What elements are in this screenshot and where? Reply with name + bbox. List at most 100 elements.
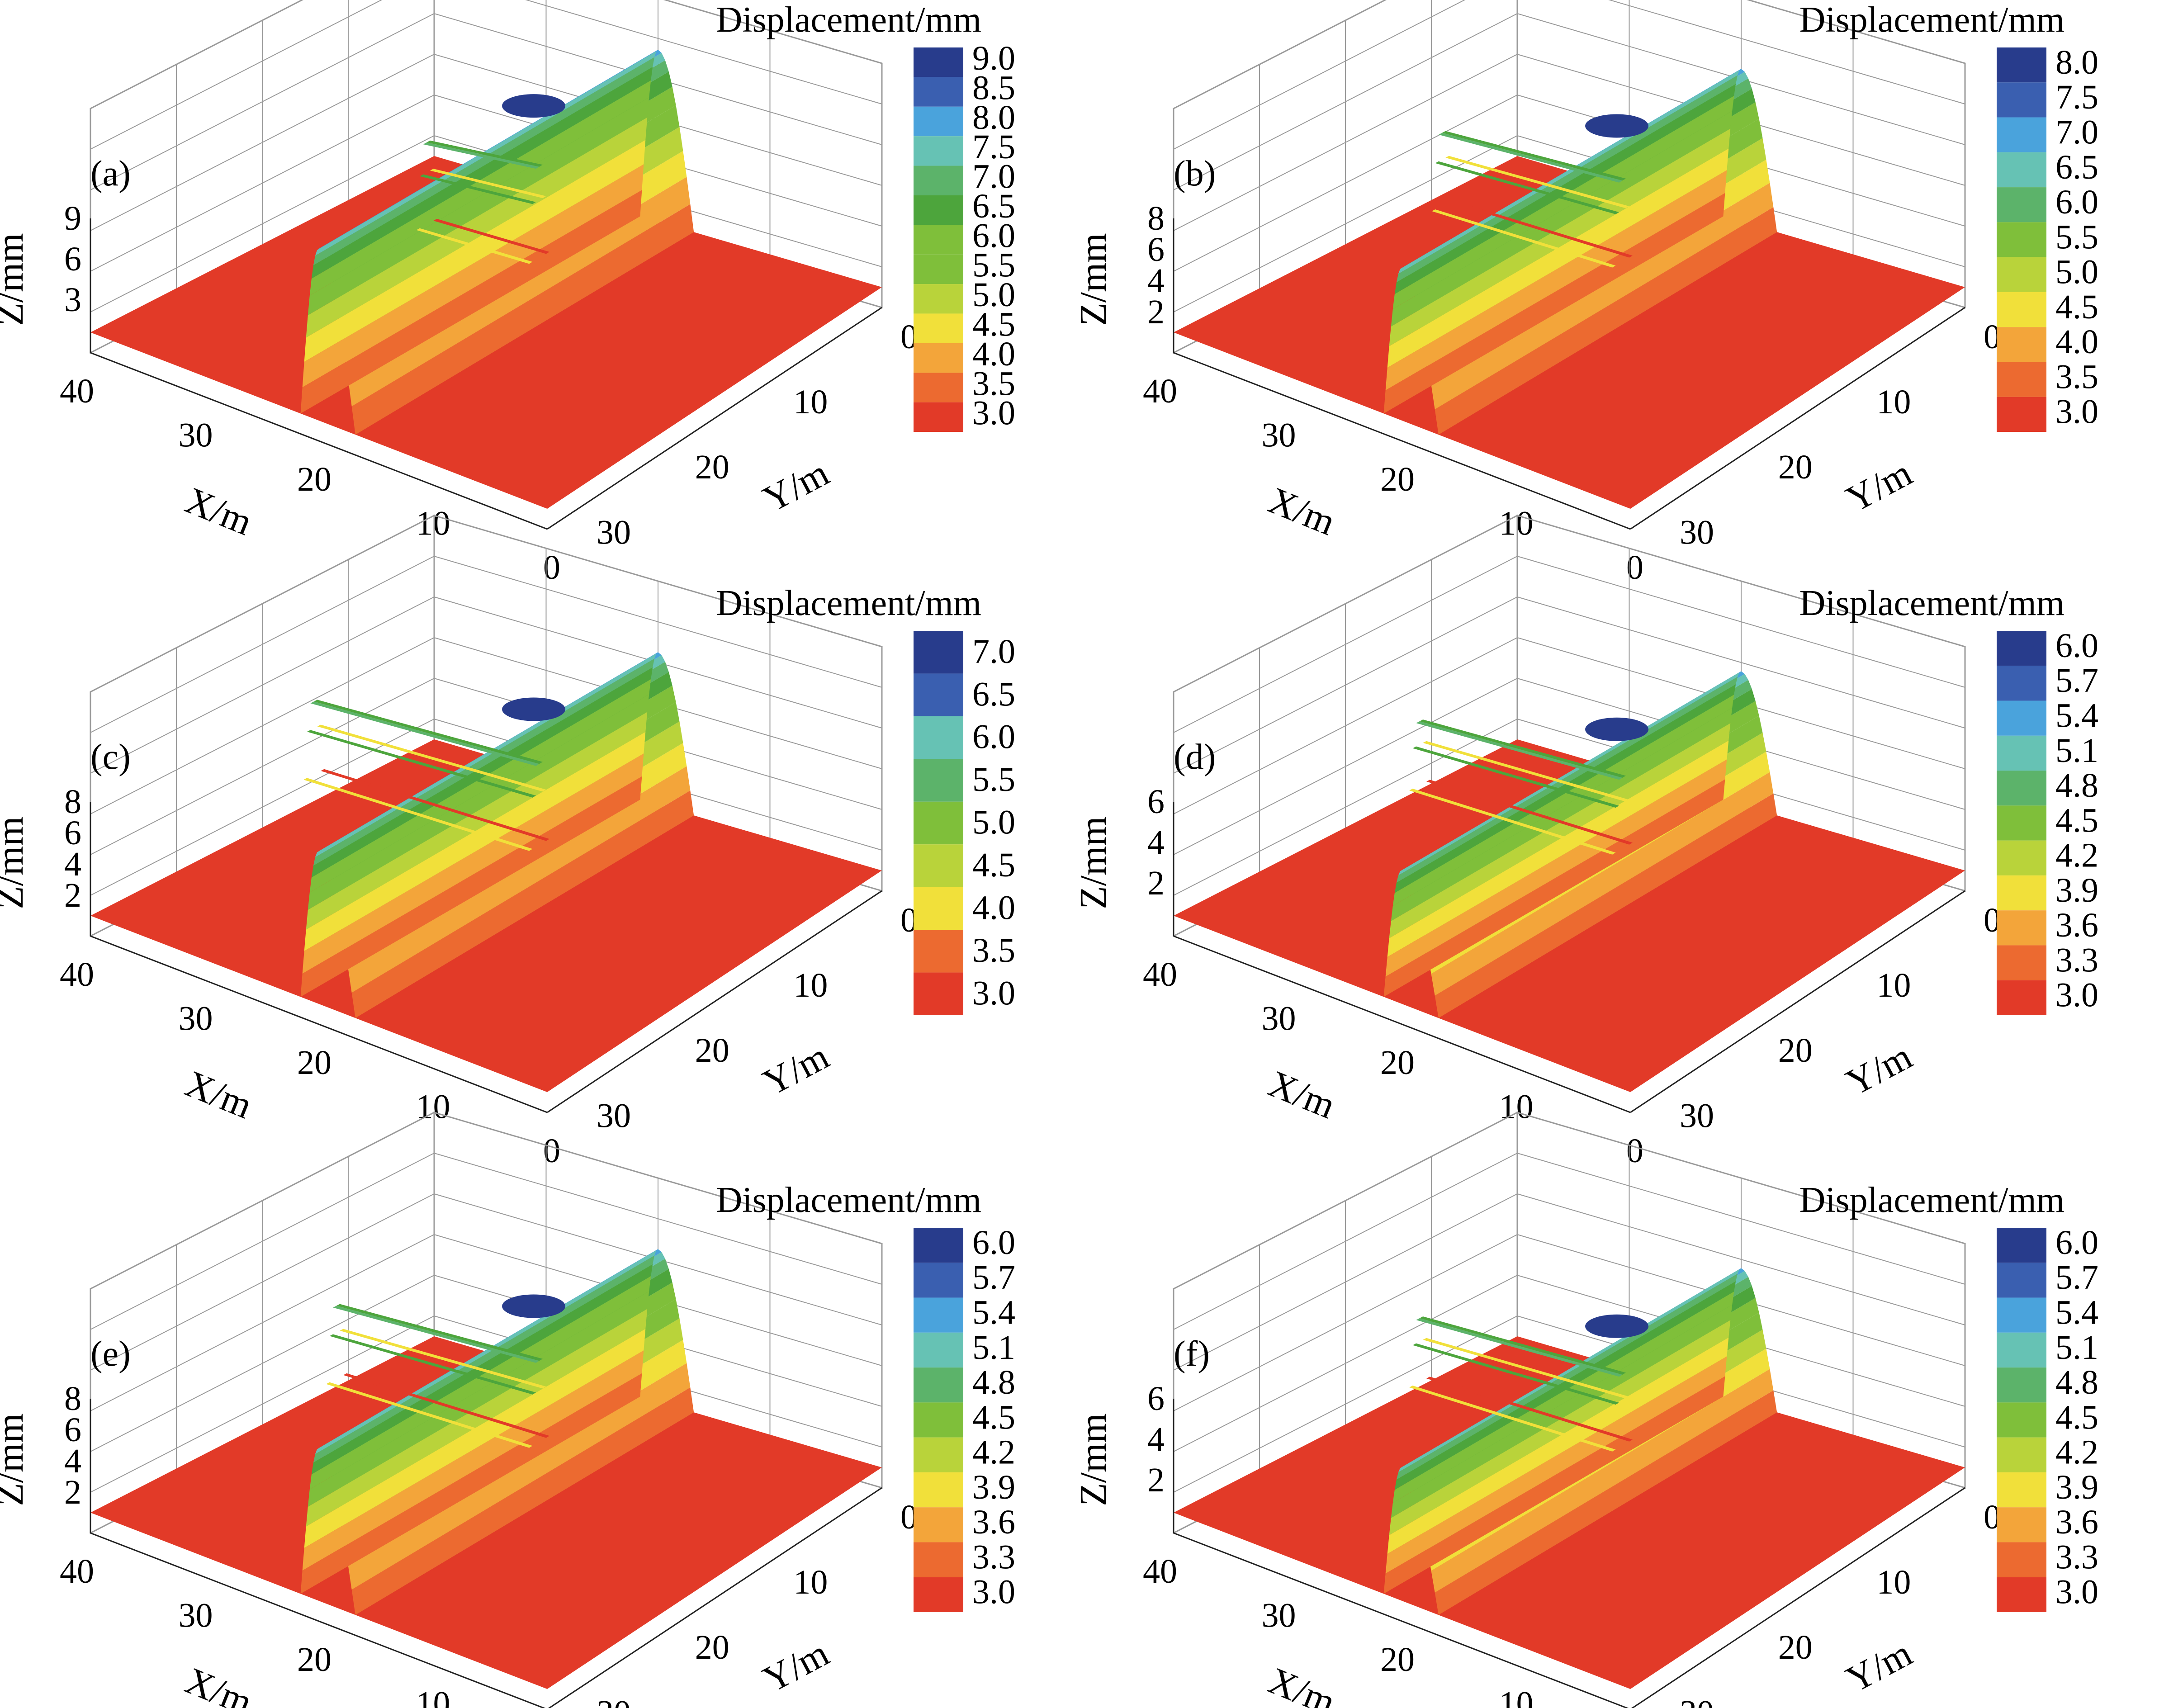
panel-label: (f)	[1174, 1334, 1210, 1374]
colorbar-label: 5.1	[972, 1329, 1015, 1367]
colorbar-swatch	[914, 1367, 963, 1403]
z-tick-label: 4	[1147, 823, 1165, 861]
colorbar: Displacement/mm8.07.57.06.56.05.55.04.54…	[1799, 0, 2098, 432]
colorbar-label: 8.0	[2055, 43, 2098, 81]
colorbar-swatch	[1997, 980, 2046, 1015]
ridge-band	[1398, 672, 1739, 875]
ridge-band	[302, 753, 644, 974]
colorbar-title: Displacement/mm	[716, 0, 981, 40]
y-tick-label: 20	[695, 1628, 729, 1666]
z-axis-title: Z/mm	[1072, 1413, 1114, 1506]
ridge-band	[1391, 111, 1733, 327]
colorbar-title: Displacement/mm	[716, 583, 981, 623]
x-tick-label: 30	[179, 1000, 213, 1038]
colorbar-label: 3.6	[972, 1503, 1015, 1541]
x-tick-label: 30	[1262, 1000, 1296, 1038]
colorbar-swatch	[1997, 631, 2046, 666]
colorbar-swatch	[914, 77, 963, 107]
surface	[90, 652, 882, 1092]
ridge-band	[311, 66, 653, 279]
ridge-band	[1389, 128, 1731, 346]
ridge-band	[304, 140, 646, 362]
colorbar-swatch	[1997, 771, 2046, 806]
colorbar-swatch	[1997, 187, 2046, 222]
y-axis-title: Y/m	[1839, 1632, 1919, 1701]
y-tick-label: 20	[695, 1031, 729, 1069]
x-tick-label: 30	[1262, 416, 1296, 454]
y-tick-label: 20	[1778, 448, 1813, 486]
colorbar-title: Displacement/mm	[1799, 583, 2065, 623]
x-tick-label: 20	[1380, 1641, 1415, 1679]
colorbar-label: 6.0	[2055, 1224, 2098, 1262]
surface	[90, 1249, 882, 1689]
colorbar-label: 3.9	[972, 1468, 1015, 1506]
ridge-band	[304, 732, 646, 951]
x-tick-label: 20	[1380, 460, 1415, 498]
colorbar-label: 5.7	[2055, 1259, 2098, 1296]
ridge-band	[306, 1309, 648, 1527]
colorbar-label: 3.0	[972, 974, 1015, 1012]
ridge-band	[302, 164, 644, 388]
x-tick-label: 10	[416, 505, 450, 543]
colorbar-label: 7.0	[972, 158, 1015, 196]
x-tick-label: 20	[297, 1044, 331, 1082]
x-axis-line	[1173, 935, 1631, 1113]
cross-ridge-band	[303, 778, 533, 851]
ridge-band	[313, 1255, 655, 1463]
colorbar-label: 5.7	[972, 1259, 1015, 1296]
colorbar-swatch	[914, 284, 963, 314]
colorbar-swatch	[1997, 1332, 2046, 1368]
colorbar-label: 4.8	[972, 1363, 1015, 1401]
ridge-band	[300, 776, 642, 997]
z-tick-label: 2	[1147, 1461, 1165, 1499]
colorbar: Displacement/mm6.05.75.45.14.84.54.23.93…	[716, 1180, 1015, 1612]
y-axis-title: Y/m	[1839, 1035, 1919, 1104]
colorbar-swatch	[1997, 666, 2046, 701]
colorbar: Displacement/mm6.05.75.45.14.84.54.23.93…	[1799, 1180, 2098, 1612]
colorbar-swatch	[914, 844, 963, 887]
peak-mark	[502, 1294, 566, 1318]
colorbar-label: 4.0	[972, 889, 1015, 927]
colorbar-label: 4.8	[2055, 766, 2098, 804]
colorbar-swatch	[914, 313, 963, 343]
y-axis-line	[547, 307, 882, 530]
colorbar-label: 6.0	[2055, 183, 2098, 221]
colorbar-label: 3.3	[2055, 1538, 2098, 1576]
ridge-band	[351, 204, 694, 435]
colorbar-swatch	[914, 47, 963, 77]
panel-label: (d)	[1174, 737, 1216, 777]
y-tick-label: 10	[793, 383, 828, 421]
colorbar-swatch	[1997, 82, 2046, 118]
x-tick-label: 30	[1262, 1597, 1296, 1635]
colorbar-label: 5.5	[972, 246, 1015, 284]
colorbar-swatch	[914, 1577, 963, 1612]
ridge-band	[1396, 677, 1738, 883]
colorbar-label: 3.9	[2055, 1468, 2098, 1506]
peak-mark	[1585, 717, 1649, 741]
colorbar-title: Displacement/mm	[716, 1180, 981, 1220]
colorbar-swatch	[914, 1402, 963, 1438]
colorbar: Displacement/mm 7.0 6.5 6.0 5.5 5.0 4.5 4.0 3.5 3…	[716, 583, 1015, 1015]
ridge-band	[313, 658, 655, 866]
y-axis-line	[547, 890, 882, 1113]
cross-ridge-band	[1426, 780, 1633, 845]
colorbar-swatch	[1997, 1402, 2046, 1438]
x-tick-label: 40	[1143, 1552, 1177, 1590]
panel-label: (c)	[90, 737, 131, 777]
y-tick-label: 10	[793, 966, 828, 1004]
cross-ridge-band	[1409, 1386, 1616, 1452]
colorbar-label: 5.4	[972, 1294, 1015, 1332]
colorbar-swatch	[914, 136, 963, 166]
ridge-band	[315, 653, 656, 857]
cross-ridge-band	[1445, 156, 1629, 208]
colorbar-label: 4.0	[2055, 323, 2098, 361]
z-axis-title: Z/mm	[0, 233, 31, 326]
colorbar-swatch	[1997, 1507, 2046, 1542]
cross-ridge-band	[336, 1304, 543, 1361]
cross-ridge-band	[314, 700, 543, 764]
colorbar-label: 4.5	[972, 1398, 1015, 1436]
x-tick-label: 10	[1499, 505, 1534, 543]
